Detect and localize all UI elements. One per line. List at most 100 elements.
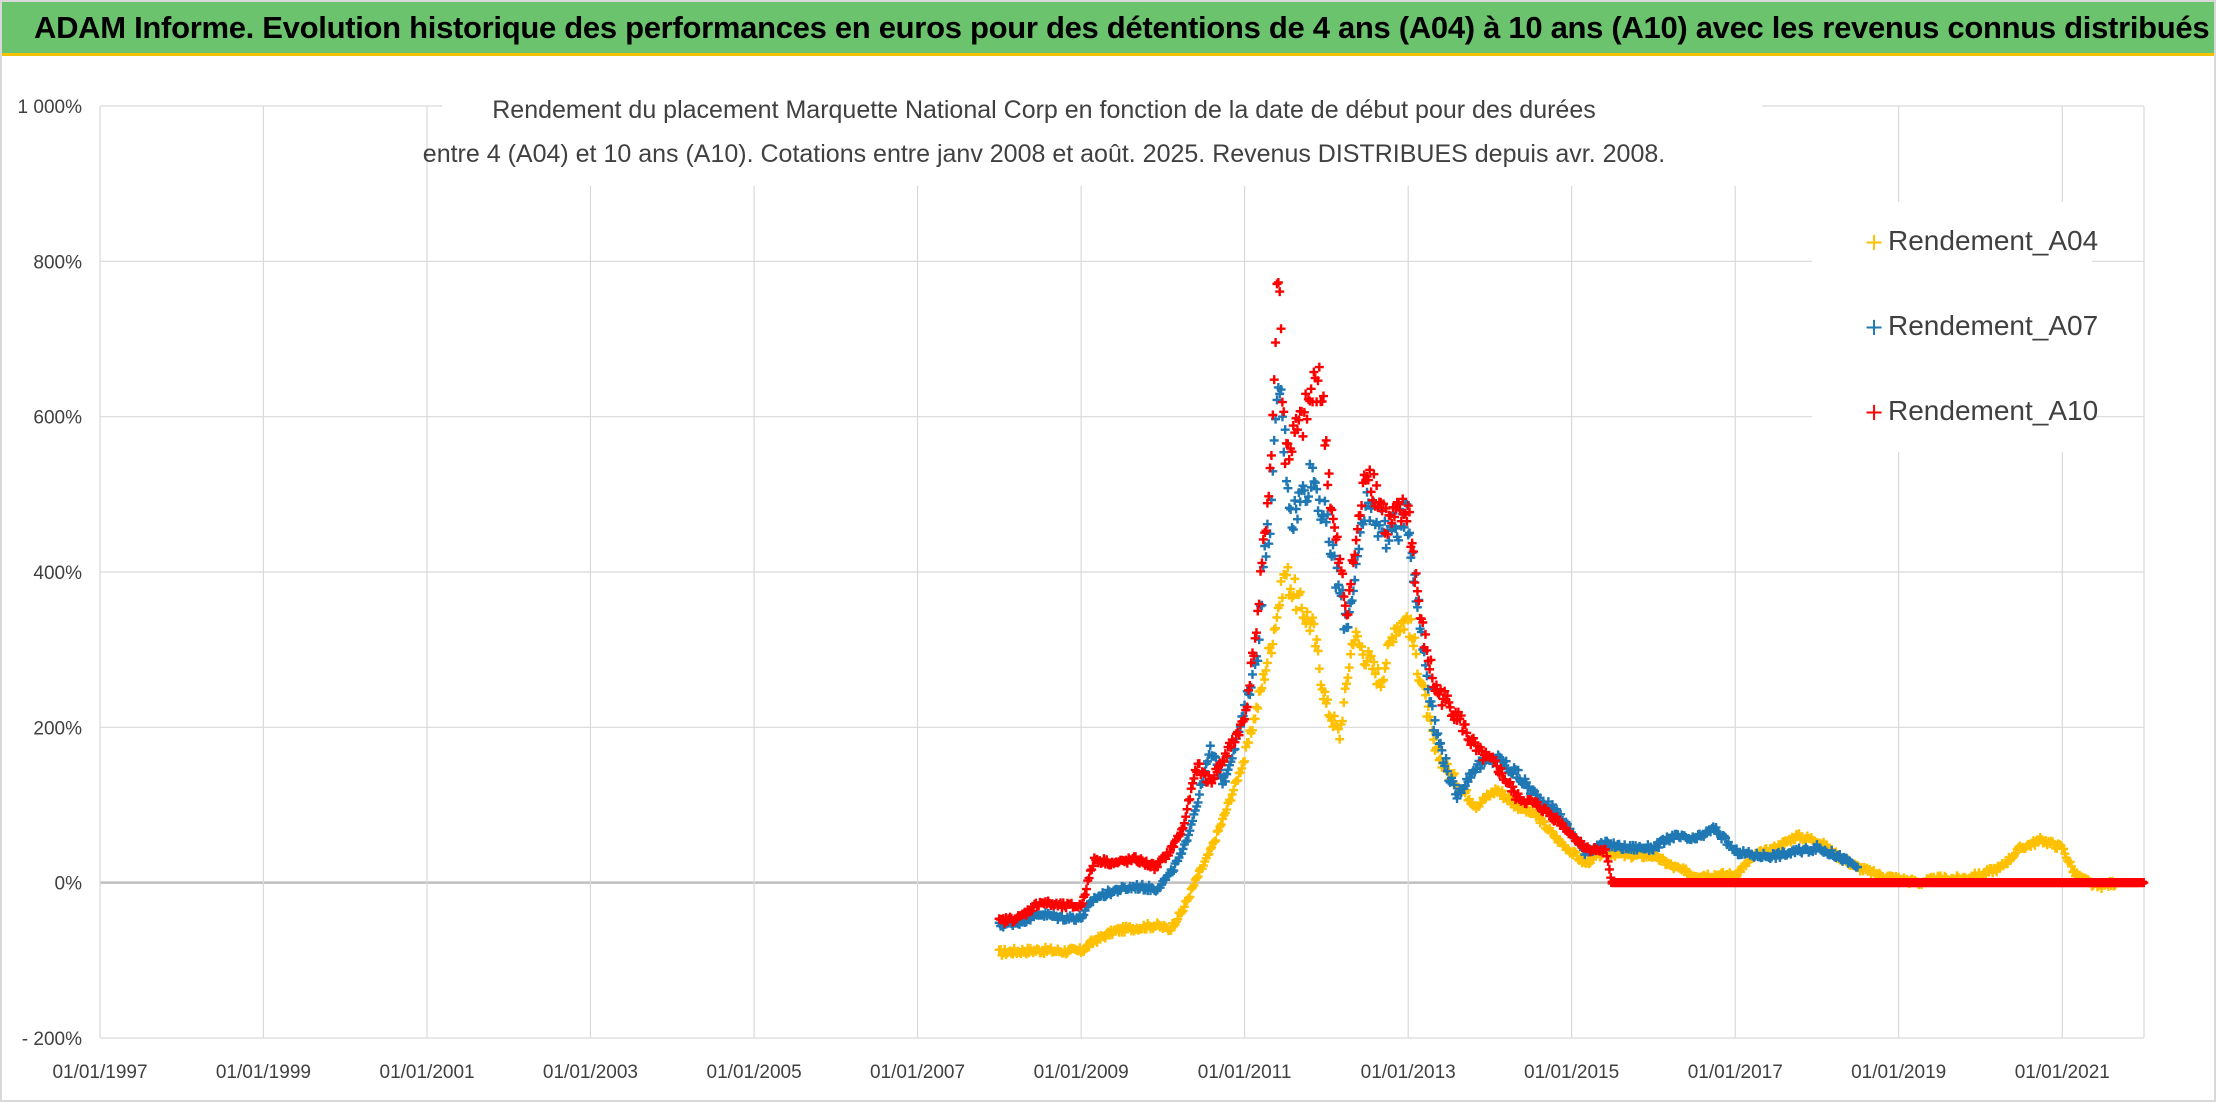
data-point	[1295, 587, 1305, 597]
data-point	[1186, 784, 1196, 794]
data-point	[1343, 610, 1353, 620]
data-point	[1323, 695, 1333, 705]
x-tick-label: 01/01/2005	[707, 1062, 802, 1083]
data-point	[1351, 535, 1361, 545]
data-point	[1282, 476, 1292, 486]
data-point	[1276, 576, 1286, 586]
y-tick-label: 400%	[33, 563, 82, 584]
data-point	[1284, 503, 1294, 513]
data-point	[1185, 794, 1195, 804]
data-point	[1411, 568, 1421, 578]
data-point	[1275, 389, 1285, 399]
data-point	[1389, 512, 1399, 522]
data-point	[1357, 501, 1367, 511]
data-point	[1250, 633, 1260, 643]
data-point	[1291, 605, 1301, 615]
data-point	[1226, 742, 1236, 752]
legend-item-a04[interactable]: + Rendement_A04	[1864, 225, 2098, 256]
x-tick-label: 01/01/2003	[543, 1062, 638, 1083]
data-point	[1452, 793, 1462, 803]
data-point	[1266, 648, 1276, 658]
data-point	[1253, 606, 1263, 616]
data-point	[1281, 570, 1291, 580]
data-point	[1209, 837, 1219, 847]
data-point	[1547, 827, 1557, 837]
data-point	[1237, 763, 1247, 773]
data-point	[1260, 675, 1270, 685]
data-point	[1479, 794, 1489, 804]
data-point	[1330, 523, 1340, 533]
data-point	[1245, 681, 1255, 691]
data-point	[1394, 535, 1404, 545]
data-point	[1355, 510, 1365, 520]
data-point	[1193, 872, 1203, 882]
data-point	[1333, 724, 1343, 734]
data-point	[1205, 844, 1215, 854]
data-point	[1193, 797, 1203, 807]
data-point	[1272, 279, 1282, 289]
data-point	[1603, 856, 1613, 866]
data-point	[1246, 658, 1256, 668]
legend-item-a10[interactable]: + Rendement_A10	[1864, 395, 2098, 426]
data-point	[1325, 503, 1335, 513]
data-point	[1265, 463, 1275, 473]
data-point	[1178, 844, 1188, 854]
data-point	[1283, 562, 1293, 572]
data-point	[1357, 642, 1367, 652]
data-point	[1344, 585, 1354, 595]
data-point	[1546, 809, 1556, 819]
data-point	[1827, 845, 1837, 855]
data-point	[1185, 826, 1195, 836]
data-point	[1456, 711, 1466, 721]
data-point	[1309, 476, 1319, 486]
data-point	[1402, 499, 1412, 509]
data-point	[1320, 440, 1330, 450]
data-point	[1177, 824, 1187, 834]
data-point	[1433, 729, 1443, 739]
data-point	[1288, 525, 1298, 535]
data-point	[1219, 756, 1229, 766]
data-point	[1501, 756, 1511, 766]
data-point	[1212, 767, 1222, 777]
data-point	[1271, 623, 1281, 633]
data-point	[1408, 547, 1418, 557]
data-point	[1230, 737, 1240, 747]
data-point	[1298, 481, 1308, 491]
data-point	[1297, 603, 1307, 613]
data-point	[1552, 804, 1562, 814]
data-point	[1338, 569, 1348, 579]
data-point	[1449, 780, 1459, 790]
data-point	[1269, 435, 1279, 445]
data-point	[1269, 375, 1279, 385]
legend-label-a07: Rendement_A07	[1888, 310, 2098, 341]
data-point	[1262, 658, 1272, 668]
data-point	[1262, 519, 1272, 529]
data-point	[1410, 578, 1420, 588]
data-point	[1287, 447, 1297, 457]
data-point	[1440, 686, 1450, 696]
data-point	[1306, 384, 1316, 394]
data-point	[1203, 756, 1213, 766]
legend-item-a07[interactable]: + Rendement_A07	[1864, 310, 2098, 341]
data-point	[1352, 631, 1362, 641]
data-point	[1497, 768, 1507, 778]
data-point	[1353, 524, 1362, 534]
legend-background	[1812, 202, 2092, 452]
data-point	[1234, 730, 1244, 740]
data-point	[1369, 657, 1379, 667]
data-point	[1604, 864, 1614, 874]
data-point	[1264, 539, 1274, 549]
data-point	[1254, 599, 1264, 609]
data-point	[1321, 435, 1331, 445]
data-point	[1309, 367, 1319, 377]
data-point	[1247, 669, 1257, 679]
data-point	[1378, 499, 1388, 509]
data-point	[1308, 613, 1318, 623]
data-point	[1442, 691, 1452, 701]
data-point	[1328, 540, 1338, 550]
data-point	[1313, 376, 1323, 386]
data-point	[1262, 498, 1272, 508]
data-point	[1422, 645, 1432, 655]
data-point	[1276, 324, 1286, 334]
data-point	[1358, 650, 1368, 660]
